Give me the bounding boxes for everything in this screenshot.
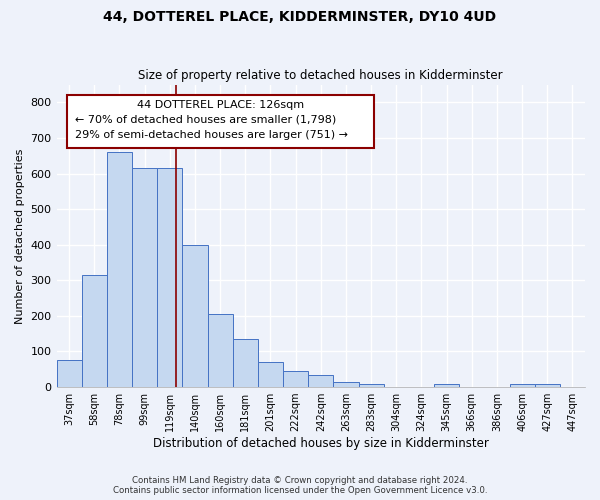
X-axis label: Distribution of detached houses by size in Kidderminster: Distribution of detached houses by size … (153, 437, 489, 450)
Bar (233, 339, 258, 387)
Bar (283, 371, 308, 387)
Bar (258, 362, 283, 387)
Bar (509, 384, 535, 387)
Text: 29% of semi-detached houses are larger (751) →: 29% of semi-detached houses are larger (… (75, 130, 348, 140)
Bar (107, 152, 132, 387)
Bar (359, 384, 383, 387)
Bar (334, 382, 359, 387)
Bar (182, 244, 208, 387)
Bar (535, 384, 560, 387)
FancyBboxPatch shape (67, 95, 374, 148)
Bar (132, 168, 157, 387)
Bar (56, 360, 82, 387)
Bar (208, 314, 233, 387)
Bar (157, 168, 182, 387)
Y-axis label: Number of detached properties: Number of detached properties (15, 148, 25, 324)
Bar (82, 275, 107, 387)
Text: ← 70% of detached houses are smaller (1,798): ← 70% of detached houses are smaller (1,… (75, 115, 336, 125)
Bar (434, 384, 459, 387)
Text: 44, DOTTEREL PLACE, KIDDERMINSTER, DY10 4UD: 44, DOTTEREL PLACE, KIDDERMINSTER, DY10 … (103, 10, 497, 24)
Title: Size of property relative to detached houses in Kidderminster: Size of property relative to detached ho… (139, 69, 503, 82)
Bar (308, 374, 334, 387)
Text: 44 DOTTEREL PLACE: 126sqm: 44 DOTTEREL PLACE: 126sqm (137, 100, 304, 110)
Text: Contains HM Land Registry data © Crown copyright and database right 2024.
Contai: Contains HM Land Registry data © Crown c… (113, 476, 487, 495)
